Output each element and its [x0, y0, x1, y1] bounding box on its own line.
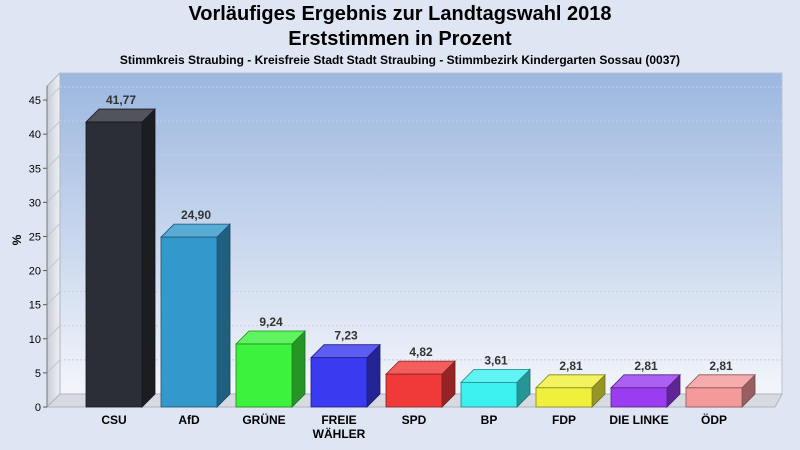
gridline-side	[46, 359, 61, 374]
bar-1	[160, 236, 218, 408]
y-tick-label: 0	[35, 402, 41, 414]
chart-title: Vorläufiges Ergebnis zur Landtagswahl 20…	[188, 3, 612, 25]
y-tick-label: 25	[29, 231, 41, 243]
gridline-side	[46, 120, 61, 135]
category-label-6: FDP	[552, 413, 576, 427]
category-label-8: ÖDP	[701, 412, 727, 427]
gridline-side	[46, 154, 61, 169]
bar-0	[85, 121, 143, 408]
gridline-side	[46, 223, 61, 237]
category-label-7: DIE LINKE	[609, 413, 668, 427]
value-label-3: 7,23	[334, 329, 358, 343]
y-tick-label: 10	[29, 334, 41, 346]
bar-3	[310, 357, 368, 408]
gridline-side	[46, 291, 61, 306]
value-label-6: 2,81	[559, 359, 583, 373]
y-axis-label: %	[10, 234, 24, 245]
value-label-4: 4,82	[409, 345, 433, 359]
value-label-1: 24,90	[181, 208, 211, 222]
category-label-2: GRÜNE	[242, 412, 285, 427]
bar-side-0	[141, 108, 156, 408]
y-tick-label: 20	[29, 266, 41, 278]
bar-2	[235, 343, 293, 408]
y-tick-label: 15	[29, 300, 41, 312]
chart-subtitle: Erststimmen in Prozent	[288, 28, 512, 50]
category-label-4: SPD	[402, 413, 427, 427]
value-label-0: 41,77	[106, 93, 136, 107]
gridline-side	[46, 257, 61, 271]
y-tick-label: 30	[29, 197, 41, 209]
bar-side-1	[216, 223, 231, 408]
y-tick-label: 5	[35, 368, 41, 380]
bar-8	[685, 387, 743, 408]
y-tick-label: 45	[29, 95, 41, 107]
category-label-5: BP	[481, 413, 498, 427]
y-tick-label: 40	[29, 129, 41, 141]
gridline-side	[46, 86, 61, 101]
category-label-1: AfD	[178, 413, 200, 427]
bar-4	[385, 373, 443, 408]
value-label-5: 3,61	[484, 353, 508, 367]
gridline-side	[46, 325, 61, 340]
category-label-3: FREIE WÄHLER	[313, 413, 366, 441]
bar-5	[460, 381, 518, 408]
value-label-2: 9,24	[259, 315, 283, 329]
category-label-0: CSU	[101, 413, 126, 427]
gridline-side	[46, 189, 61, 203]
value-label-7: 2,81	[634, 359, 658, 373]
bar-7	[610, 387, 668, 408]
y-tick-label: 35	[29, 163, 41, 175]
chart-caption: Stimmkreis Straubing - Kreisfreie Stadt …	[119, 53, 681, 67]
value-label-8: 2,81	[709, 359, 733, 373]
bar-6	[535, 387, 593, 408]
